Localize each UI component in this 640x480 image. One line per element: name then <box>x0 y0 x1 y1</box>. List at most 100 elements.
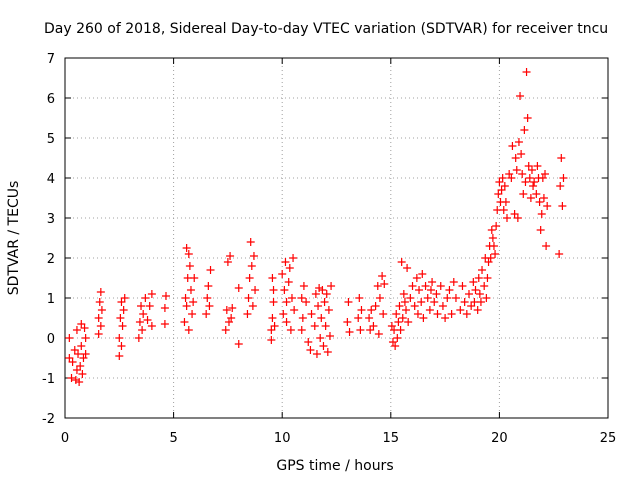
data-point <box>80 324 89 332</box>
x-tick-label: 0 <box>61 431 69 446</box>
data-point <box>135 318 144 326</box>
data-point <box>430 298 439 306</box>
data-point <box>491 250 500 258</box>
data-point <box>74 350 83 358</box>
data-point <box>343 318 352 326</box>
data-point <box>81 334 90 342</box>
data-point <box>290 306 299 314</box>
data-point <box>356 326 365 334</box>
data-point <box>72 326 81 334</box>
y-tick-label: 0 <box>47 332 55 347</box>
data-point <box>186 286 195 294</box>
data-point <box>518 170 527 178</box>
data-point <box>400 298 409 306</box>
data-point <box>476 298 485 306</box>
data-point <box>482 294 491 302</box>
data-point <box>373 282 382 290</box>
data-point <box>145 302 154 310</box>
data-point <box>369 322 378 330</box>
data-point <box>94 330 103 338</box>
data-point <box>77 342 86 350</box>
data-point <box>393 334 402 342</box>
data-point <box>147 322 156 330</box>
data-point <box>443 294 452 302</box>
data-point <box>138 326 147 334</box>
data-point <box>475 290 484 298</box>
data-point <box>392 310 401 318</box>
data-point <box>141 294 150 302</box>
data-point <box>520 126 529 134</box>
data-point <box>395 302 404 310</box>
data-point <box>354 314 363 322</box>
data-point <box>396 326 405 334</box>
data-point <box>344 298 353 306</box>
data-point <box>541 170 550 178</box>
data-point <box>539 194 548 202</box>
data-point <box>374 330 383 338</box>
data-point <box>297 326 306 334</box>
data-point <box>501 198 510 206</box>
data-point <box>306 346 315 354</box>
data-point <box>436 282 445 290</box>
data-point <box>307 310 316 318</box>
data-point <box>394 318 403 326</box>
data-point <box>185 262 194 270</box>
y-axis-label: SDTVAR / TECUs <box>6 181 22 296</box>
y-tick-label: 6 <box>47 92 55 107</box>
chart-title: Day 260 of 2018, Sidereal Day-to-day VTE… <box>44 21 608 37</box>
data-point <box>248 302 257 310</box>
data-point <box>282 318 291 326</box>
data-point <box>412 274 421 282</box>
data-point <box>249 252 258 260</box>
data-point <box>371 302 380 310</box>
data-point <box>234 284 243 292</box>
data-point <box>516 92 525 100</box>
data-point <box>298 314 307 322</box>
data-point <box>355 294 364 302</box>
data-point <box>319 342 328 350</box>
data-point <box>408 282 417 290</box>
x-tick-label: 5 <box>169 431 177 446</box>
data-point <box>227 314 236 322</box>
data-point <box>391 342 400 350</box>
data-point <box>81 350 90 358</box>
data-point <box>559 174 568 182</box>
data-point <box>345 328 354 336</box>
data-point <box>268 274 277 282</box>
data-point <box>286 326 295 334</box>
data-point <box>464 290 473 298</box>
data-point <box>402 306 411 314</box>
data-point <box>324 306 333 314</box>
data-point <box>474 274 483 282</box>
data-point <box>471 286 480 294</box>
data-point <box>228 304 237 312</box>
data-point <box>65 334 74 342</box>
data-point <box>413 310 422 318</box>
data-point <box>505 170 514 178</box>
data-point <box>403 264 412 272</box>
data-point <box>95 298 104 306</box>
x-tick-label: 10 <box>274 431 291 446</box>
data-point <box>426 286 435 294</box>
data-point <box>487 226 496 234</box>
data-point <box>441 314 450 322</box>
data-points <box>65 68 568 386</box>
data-point <box>397 258 406 266</box>
data-point <box>299 282 308 290</box>
data-point <box>280 286 289 294</box>
data-point <box>428 278 437 286</box>
data-point <box>537 210 546 218</box>
data-point <box>234 340 243 348</box>
data-point <box>118 322 127 330</box>
data-point <box>473 306 482 314</box>
data-point <box>96 288 105 296</box>
plot-frame <box>64 57 609 419</box>
data-point <box>499 206 508 214</box>
x-tick-label: 20 <box>491 431 508 446</box>
data-point <box>433 310 442 318</box>
data-point <box>184 326 193 334</box>
data-point <box>512 166 521 174</box>
data-point <box>526 194 535 202</box>
data-point <box>320 298 329 306</box>
